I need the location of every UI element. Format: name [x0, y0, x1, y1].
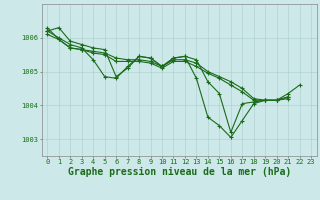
X-axis label: Graphe pression niveau de la mer (hPa): Graphe pression niveau de la mer (hPa) [68, 167, 291, 177]
